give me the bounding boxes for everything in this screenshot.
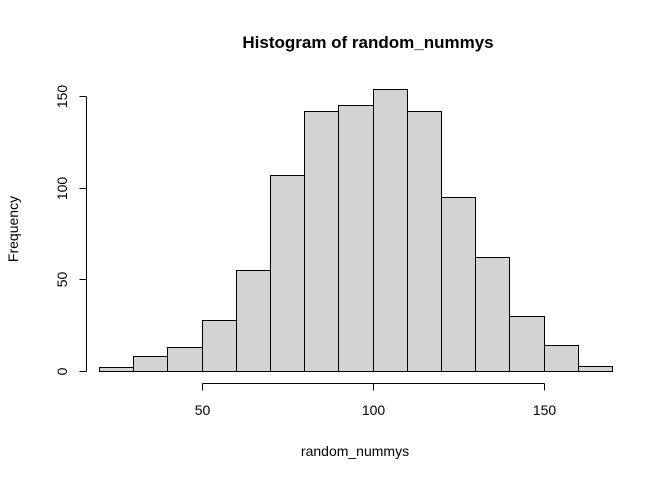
histogram-bar [441,197,476,372]
histogram-bar [202,320,237,372]
y-tick-label: 150 [54,85,70,109]
x-tick-label: 100 [362,402,386,418]
bars-group [99,89,613,372]
histogram-bar [578,366,613,372]
histogram-bar [270,175,305,372]
histogram-bar [509,316,545,372]
y-axis: 0 50 100 150 [54,85,87,375]
histogram-bar [167,347,203,372]
chart-title: Histogram of random_nummys [242,33,493,52]
histogram-bar [99,367,134,372]
histogram-bar [475,257,510,372]
x-tick-label: 50 [195,402,211,418]
y-tick-label: 50 [54,272,70,288]
histogram-bar [304,111,339,372]
histogram-bar [338,105,374,372]
histogram-bar [236,270,271,372]
x-tick-label: 150 [533,402,557,418]
histogram-bar [373,89,408,372]
y-tick-label: 0 [54,367,70,375]
x-axis: 50 100 150 [195,383,557,418]
histogram-bar [544,345,579,372]
histogram-bar [133,356,168,372]
y-tick-label: 100 [54,177,70,201]
x-axis-label: random_nummys [301,443,409,459]
histogram-bar [407,111,442,372]
y-axis-label: Frequency [5,196,21,262]
